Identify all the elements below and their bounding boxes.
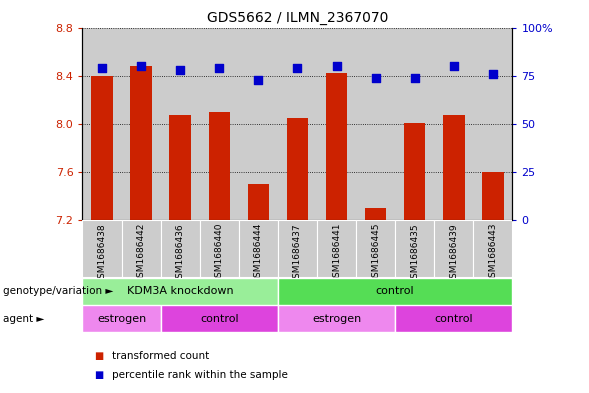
Bar xyxy=(482,172,504,220)
Bar xyxy=(239,28,278,220)
Bar xyxy=(434,220,474,277)
Bar xyxy=(356,28,395,220)
Text: GSM1686437: GSM1686437 xyxy=(293,223,302,284)
Bar xyxy=(395,28,434,220)
Point xyxy=(137,63,146,69)
Bar xyxy=(278,278,512,305)
Point xyxy=(371,74,380,81)
Text: GSM1686439: GSM1686439 xyxy=(449,223,458,284)
Point xyxy=(332,63,341,69)
Text: GSM1686435: GSM1686435 xyxy=(410,223,419,284)
Bar xyxy=(287,118,308,220)
Text: genotype/variation ►: genotype/variation ► xyxy=(3,286,113,296)
Bar xyxy=(317,28,356,220)
Point xyxy=(410,74,419,81)
Text: GSM1686441: GSM1686441 xyxy=(332,223,341,283)
Bar xyxy=(161,220,200,277)
Bar xyxy=(121,220,161,277)
Bar xyxy=(395,220,434,277)
Point xyxy=(176,67,185,73)
Bar xyxy=(239,220,278,277)
Text: GSM1686438: GSM1686438 xyxy=(98,223,107,284)
Bar xyxy=(474,220,512,277)
Bar xyxy=(200,28,239,220)
Text: GSM1686442: GSM1686442 xyxy=(137,223,145,283)
Bar xyxy=(326,73,348,220)
Text: control: control xyxy=(435,314,473,324)
Bar xyxy=(82,278,278,305)
Bar xyxy=(278,305,395,332)
Bar xyxy=(278,28,317,220)
Text: control: control xyxy=(200,314,239,324)
Point xyxy=(293,65,302,71)
Text: GSM1686444: GSM1686444 xyxy=(254,223,263,283)
Point xyxy=(449,63,458,69)
Point xyxy=(254,76,263,83)
Bar xyxy=(317,220,356,277)
Bar xyxy=(161,305,278,332)
Text: estrogen: estrogen xyxy=(312,314,361,324)
Text: GSM1686443: GSM1686443 xyxy=(488,223,497,283)
Text: GSM1686440: GSM1686440 xyxy=(215,223,224,283)
Text: GSM1686436: GSM1686436 xyxy=(176,223,185,284)
Bar xyxy=(170,116,191,220)
Bar xyxy=(82,28,121,220)
Bar xyxy=(365,208,386,220)
Point xyxy=(97,65,107,71)
Point xyxy=(214,65,224,71)
Bar xyxy=(82,305,161,332)
Bar xyxy=(395,305,512,332)
Point xyxy=(488,71,498,77)
Bar xyxy=(356,220,395,277)
Text: ■: ■ xyxy=(94,351,104,361)
Text: ■: ■ xyxy=(94,370,104,380)
Text: estrogen: estrogen xyxy=(97,314,146,324)
Bar xyxy=(82,220,121,277)
Bar xyxy=(91,76,112,220)
Bar xyxy=(443,116,465,220)
Bar xyxy=(278,220,317,277)
Text: transformed count: transformed count xyxy=(112,351,209,361)
Bar xyxy=(209,112,230,220)
Text: control: control xyxy=(376,286,415,296)
Text: GSM1686445: GSM1686445 xyxy=(371,223,380,283)
Bar xyxy=(130,66,152,220)
Text: agent ►: agent ► xyxy=(3,314,44,324)
Bar xyxy=(474,28,512,220)
Title: GDS5662 / ILMN_2367070: GDS5662 / ILMN_2367070 xyxy=(207,11,388,25)
Text: percentile rank within the sample: percentile rank within the sample xyxy=(112,370,288,380)
Bar xyxy=(247,184,269,220)
Bar xyxy=(121,28,161,220)
Bar xyxy=(200,220,239,277)
Bar xyxy=(434,28,474,220)
Bar xyxy=(404,123,425,220)
Text: KDM3A knockdown: KDM3A knockdown xyxy=(127,286,233,296)
Bar xyxy=(161,28,200,220)
